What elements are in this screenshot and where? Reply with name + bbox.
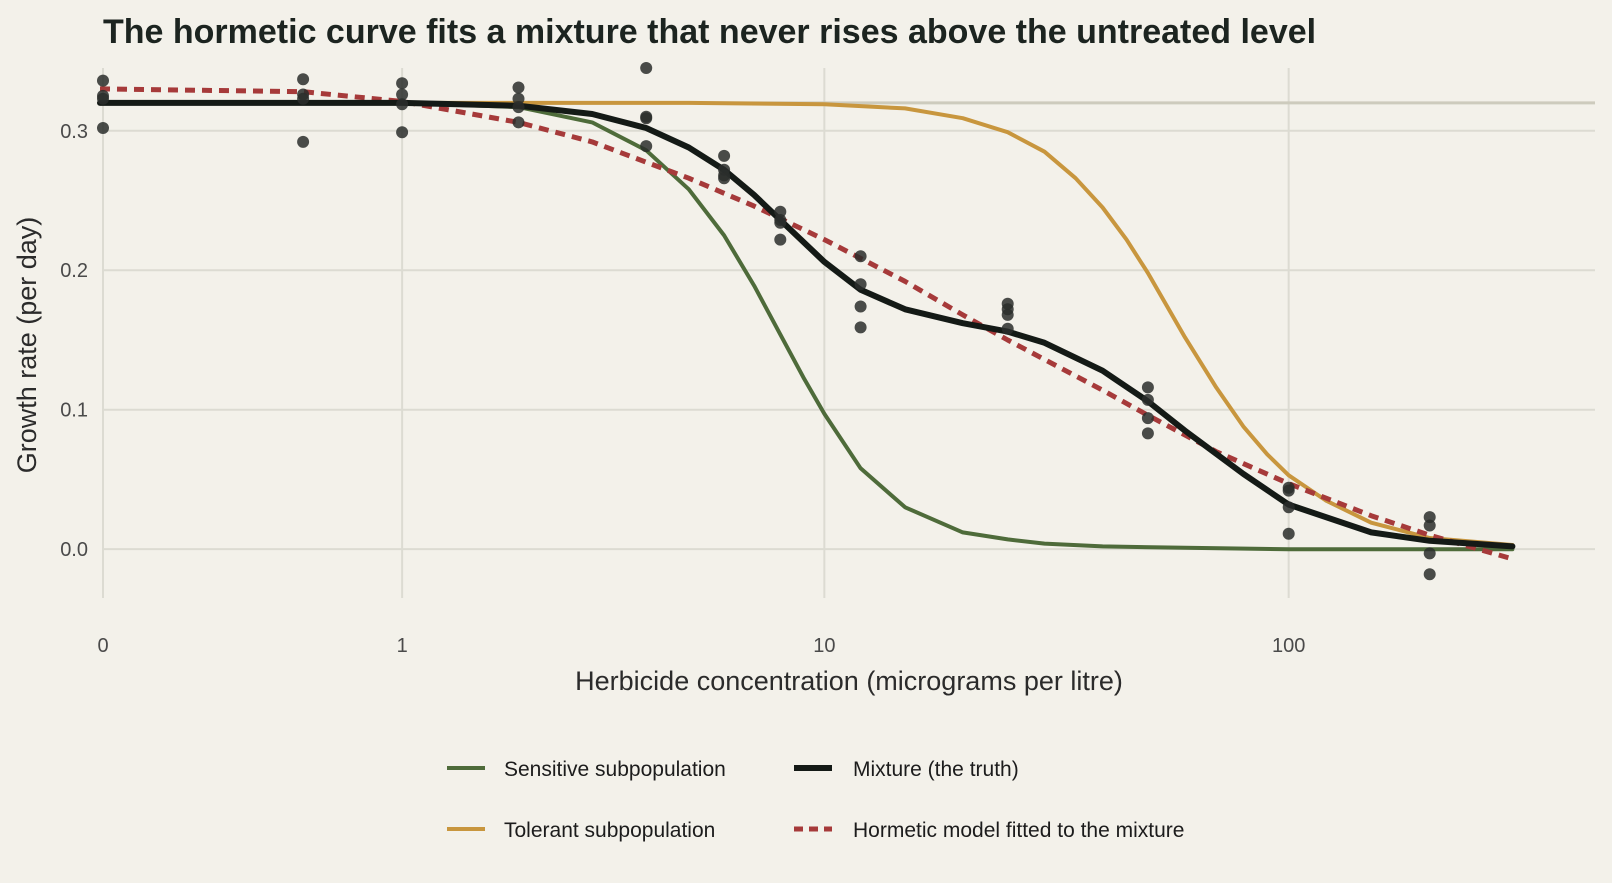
data-point bbox=[774, 205, 787, 218]
data-point bbox=[1423, 568, 1436, 581]
legend-item-mixture: Mixture (the truth) bbox=[794, 758, 1019, 781]
data-point bbox=[97, 122, 109, 134]
data-point bbox=[1001, 308, 1014, 321]
data-point bbox=[1282, 501, 1295, 514]
data-point bbox=[854, 300, 867, 313]
data-point bbox=[1423, 519, 1436, 532]
data-point bbox=[97, 92, 109, 105]
legend-item-sensitive: Sensitive subpopulation bbox=[447, 758, 726, 781]
y-tick-labels: 0.0 0.1 0.2 0.3 bbox=[60, 121, 88, 561]
x-tick-label: 10 bbox=[813, 635, 835, 657]
tolerant-curve bbox=[98, 100, 1515, 547]
data-point bbox=[396, 77, 409, 90]
data-point bbox=[512, 101, 525, 114]
grid-layer bbox=[102, 68, 1595, 598]
data-point bbox=[854, 278, 867, 291]
y-axis-label: Growth rate (per day) bbox=[12, 217, 42, 474]
data-point bbox=[1282, 527, 1295, 540]
data-point bbox=[640, 140, 653, 153]
mixture-curve bbox=[97, 99, 1516, 550]
legend-item-tolerant: Tolerant subpopulation bbox=[447, 819, 715, 842]
y-tick-label: 0.0 bbox=[60, 539, 88, 561]
data-point bbox=[297, 73, 310, 86]
data-point bbox=[396, 88, 409, 101]
legend-label-sensitive: Sensitive subpopulation bbox=[504, 758, 726, 781]
data-point bbox=[1001, 322, 1014, 335]
y-tick-label: 0.2 bbox=[60, 260, 88, 282]
data-point bbox=[1141, 381, 1154, 394]
points-layer bbox=[97, 62, 1436, 581]
data-point bbox=[854, 321, 867, 334]
data-point bbox=[1423, 547, 1436, 560]
data-point bbox=[718, 172, 731, 185]
data-point bbox=[512, 81, 525, 94]
data-point bbox=[297, 135, 310, 148]
legend: Sensitive subpopulation Mixture (the tru… bbox=[447, 758, 1184, 842]
data-point bbox=[297, 92, 310, 105]
data-point bbox=[640, 112, 653, 125]
legend-label-tolerant: Tolerant subpopulation bbox=[504, 819, 715, 842]
data-point bbox=[1141, 393, 1154, 406]
y-tick-label: 0.3 bbox=[60, 121, 88, 143]
chart-title: The hormetic curve fits a mixture that n… bbox=[103, 13, 1316, 51]
data-point bbox=[718, 149, 731, 162]
legend-item-hormetic: Hormetic model fitted to the mixture bbox=[794, 819, 1184, 842]
legend-label-mixture: Mixture (the truth) bbox=[853, 758, 1019, 781]
x-tick-label: 0 bbox=[97, 635, 108, 657]
sensitive-curve bbox=[98, 100, 1515, 552]
data-point bbox=[1423, 511, 1436, 524]
data-point bbox=[774, 233, 787, 246]
series-layer bbox=[97, 86, 1516, 562]
legend-label-hormetic: Hormetic model fitted to the mixture bbox=[853, 819, 1184, 842]
data-point bbox=[1141, 427, 1154, 440]
x-tick-label: 100 bbox=[1272, 635, 1305, 657]
data-point bbox=[1282, 484, 1295, 497]
x-axis-label: Herbicide concentration (micrograms per … bbox=[575, 666, 1123, 696]
data-point bbox=[512, 92, 525, 105]
data-point bbox=[854, 250, 867, 263]
data-point bbox=[396, 126, 409, 139]
data-point bbox=[396, 98, 409, 111]
data-point bbox=[774, 216, 787, 229]
data-point bbox=[512, 116, 525, 129]
x-tick-labels: 0 1 10 100 bbox=[97, 635, 1305, 657]
data-point bbox=[640, 62, 653, 74]
data-point bbox=[97, 74, 109, 87]
data-point bbox=[1141, 412, 1154, 425]
hormetic-fit-curve bbox=[99, 86, 1514, 562]
y-tick-label: 0.1 bbox=[60, 400, 88, 422]
x-tick-label: 1 bbox=[397, 635, 408, 657]
